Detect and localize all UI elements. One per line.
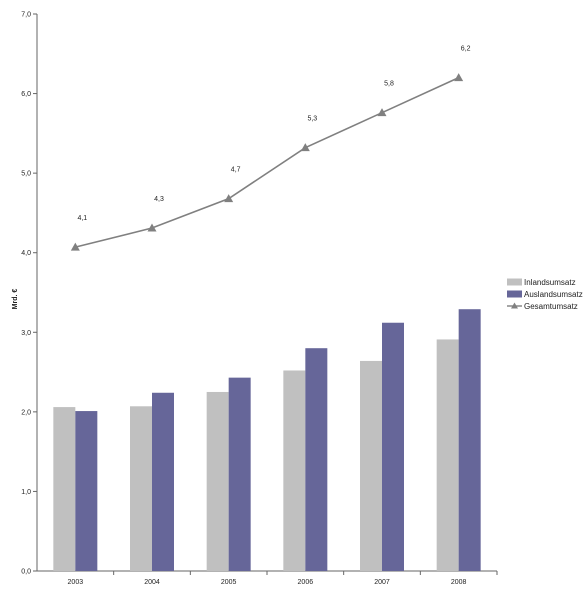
bar-auslandsumsatz (305, 348, 328, 571)
line-point-marker (377, 108, 387, 117)
bar-inlandsumsatz (130, 406, 152, 571)
data-label: 6,2 (461, 46, 471, 53)
data-label: 5,8 (384, 81, 394, 88)
y-tick-label: 0,0 (21, 569, 31, 576)
legend-label: Inlandsumsatz (524, 278, 576, 287)
legend-marker (511, 302, 518, 309)
legend: Inlandsumsatz Auslandsumsatz Gesamtumsatz (507, 278, 583, 311)
data-label: 4,1 (77, 215, 87, 222)
legend-swatch (507, 278, 522, 286)
bar-auslandsumsatz (75, 411, 98, 571)
bar-inlandsumsatz (206, 391, 229, 571)
y-tick-label: 3,0 (21, 330, 31, 337)
x-tick-label: 2004 (144, 579, 160, 586)
bar-auslandsumsatz (228, 377, 251, 571)
x-tick-label: 2003 (68, 579, 84, 586)
bar-auslandsumsatz (382, 322, 404, 571)
y-tick-label: 7,0 (21, 12, 31, 19)
bar-inlandsumsatz (53, 407, 76, 571)
x-tick-label: 2005 (221, 579, 237, 586)
y-tick-label: 1,0 (21, 489, 31, 496)
data-label: 4,3 (154, 196, 164, 203)
line-point-marker (70, 242, 80, 251)
bar-inlandsumsatz (360, 360, 382, 571)
bar-auslandsumsatz (152, 392, 174, 571)
x-tick-label: 2006 (298, 579, 314, 586)
bar-inlandsumsatz (283, 370, 306, 571)
x-axis: 2003 2004 2005 2006 2007 2008 (37, 570, 498, 586)
bars (53, 309, 481, 571)
legend-label: Auslandsumsatz (524, 290, 583, 299)
line-point-marker (454, 73, 464, 82)
line-series: 4,1 4,3 4,7 5,3 5,8 6,2 (70, 46, 471, 251)
line-point-marker (300, 143, 310, 152)
x-tick-label: 2007 (374, 579, 390, 586)
y-tick-label: 4,0 (21, 250, 31, 257)
line-gesamtumsatz (75, 76, 459, 248)
bar-auslandsumsatz (458, 309, 481, 571)
line-point-marker (224, 194, 234, 203)
x-tick-label: 2008 (451, 579, 467, 586)
legend-label: Gesamtumsatz (524, 302, 578, 311)
y-axis: 0,0 1,0 2,0 3,0 4,0 5,0 6,0 7,0 (21, 12, 38, 576)
data-label: 5,3 (307, 116, 317, 123)
y-tick-label: 6,0 (21, 91, 31, 98)
y-axis-label: Mrd. € (12, 289, 19, 310)
y-tick-label: 2,0 (21, 409, 31, 416)
bar-inlandsumsatz (436, 339, 459, 571)
y-tick-label: 5,0 (21, 171, 31, 178)
line-point-marker (147, 223, 157, 232)
legend-swatch (507, 290, 522, 298)
data-label: 4,7 (231, 167, 241, 174)
